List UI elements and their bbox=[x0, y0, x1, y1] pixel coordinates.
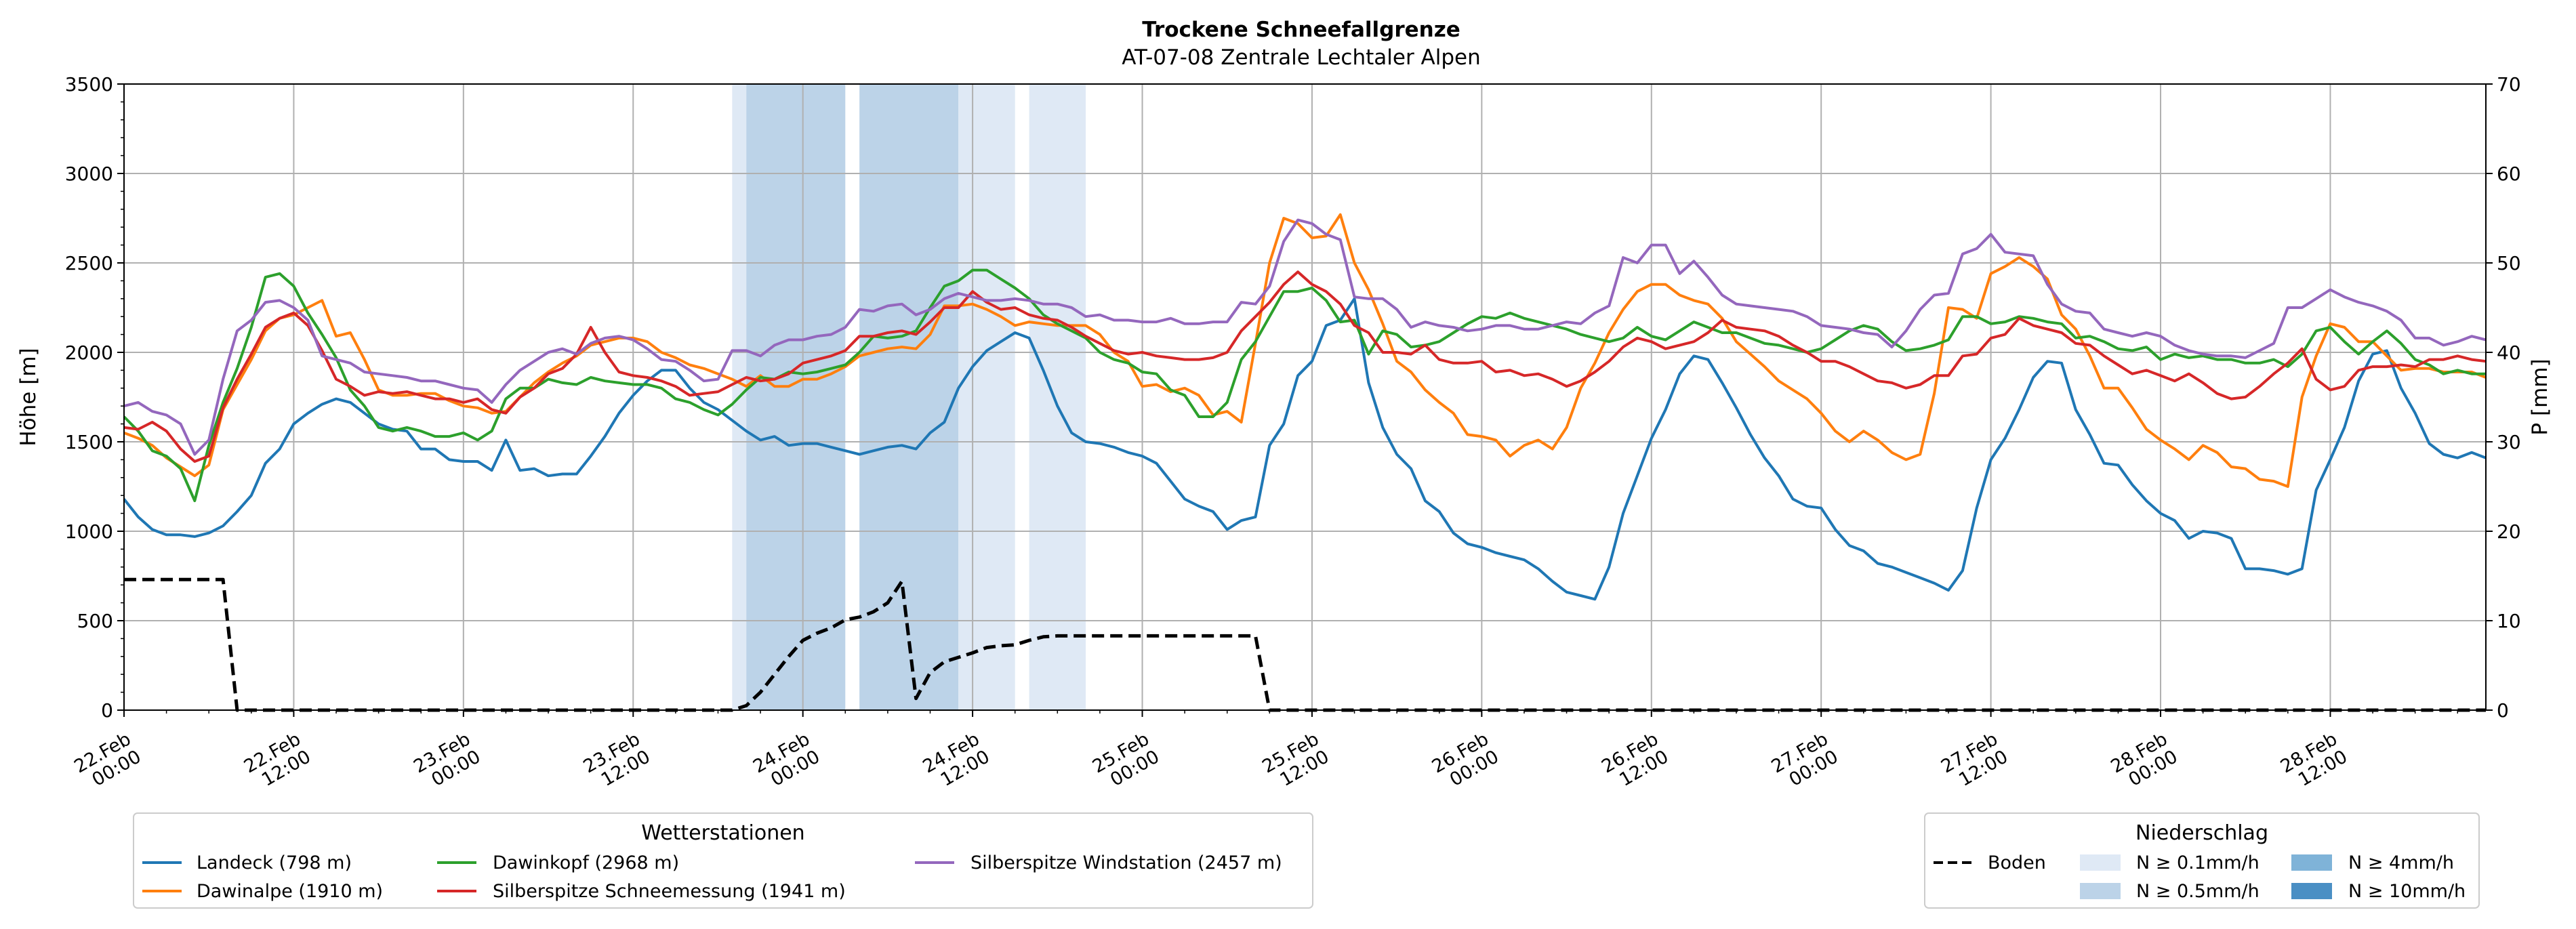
x-tick-label-5: 24.Feb12:00 bbox=[920, 728, 994, 795]
x-tick-label-9: 26.Feb12:00 bbox=[1598, 728, 1672, 795]
plot-frame bbox=[123, 83, 2487, 711]
y-tick-label-2: 1000 bbox=[65, 520, 113, 543]
chart-title: Trockene Schneefallgrenze bbox=[1142, 18, 1460, 42]
legend-label-dawinkopf: Dawinkopf (2968 m) bbox=[493, 852, 679, 873]
x-tick-label-1: 22.Feb12:00 bbox=[241, 728, 314, 795]
y2-tick-label-6: 60 bbox=[2497, 163, 2521, 185]
legend-label-n4: N ≥ 4mm/h bbox=[2348, 852, 2454, 873]
legend-label-silberspitze-wind: Silberspitze Windstation (2457 m) bbox=[970, 852, 1282, 873]
y-axis-label: Höhe [m] bbox=[16, 348, 41, 446]
legend-stations-title: Wetterstationen bbox=[641, 821, 804, 845]
legend-label-silberspitze-schnee: Silberspitze Schneemessung (1941 m) bbox=[493, 881, 846, 902]
series-line-boden bbox=[124, 577, 2486, 712]
y-tick-label-5: 2500 bbox=[65, 252, 113, 274]
legend-stations-frame bbox=[133, 812, 1313, 909]
y2-tick-label-4: 40 bbox=[2497, 342, 2521, 364]
precip-band-2 bbox=[859, 84, 959, 710]
legend-label-n10: N ≥ 10mm/h bbox=[2348, 881, 2466, 902]
x-tick-label-4: 24.Feb00:00 bbox=[750, 728, 823, 795]
x-tick-label-7: 25.Feb12:00 bbox=[1259, 728, 1332, 795]
series-line-silberspitze-schneemessung-1941-m bbox=[123, 270, 2487, 463]
legend-label-n05: N ≥ 0.5mm/h bbox=[2136, 881, 2260, 902]
legend-precip-title: Niederschlag bbox=[2135, 821, 2268, 845]
x-tick-label-6: 25.Feb00:00 bbox=[1089, 728, 1163, 795]
legend-swatch-n4 bbox=[2291, 854, 2332, 871]
x-tick-label-13: 28.Feb12:00 bbox=[2277, 728, 2351, 795]
y-tick-label-1: 500 bbox=[77, 610, 113, 632]
x-tick-label-8: 26.Feb00:00 bbox=[1429, 728, 1502, 795]
y2-axis-label: P [mm] bbox=[2528, 358, 2552, 435]
precip-band-3 bbox=[958, 84, 973, 710]
series-line-landeck-798-m bbox=[123, 297, 2487, 601]
y-axis-right: 0 10 20 30 40 50 60 70 bbox=[2486, 73, 2521, 722]
x-tick-label-11: 27.Feb12:00 bbox=[1938, 728, 2011, 795]
legend-label-n01: N ≥ 0.1mm/h bbox=[2136, 852, 2260, 873]
legend-stations: Wetterstationen Landeck (798 m) Dawinalp… bbox=[133, 812, 1313, 909]
precip-band-4 bbox=[973, 84, 1015, 710]
legend-swatch-n05 bbox=[2080, 883, 2121, 899]
precip-band-1 bbox=[746, 84, 846, 710]
y2-tick-label-7: 70 bbox=[2497, 73, 2521, 96]
precipitation-bands bbox=[732, 84, 1086, 710]
legend-label-dawinalpe: Dawinalpe (1910 m) bbox=[197, 881, 383, 902]
x-tick-label-3: 23.Feb12:00 bbox=[580, 728, 654, 795]
x-tick-label-10: 27.Feb00:00 bbox=[1768, 728, 1842, 795]
x-tick-label-2: 23.Feb00:00 bbox=[410, 728, 484, 795]
series-line-silberspitze-windstation-2457-m bbox=[123, 218, 2487, 456]
y-tick-label-0: 0 bbox=[101, 699, 113, 722]
legend-label-boden: Boden bbox=[1988, 852, 2046, 873]
legend-label-landeck: Landeck (798 m) bbox=[197, 852, 352, 873]
legend-swatch-n10 bbox=[2291, 883, 2332, 899]
y2-tick-label-1: 10 bbox=[2497, 610, 2521, 632]
precip-band-5 bbox=[1029, 84, 1086, 710]
y-tick-label-4: 2000 bbox=[65, 342, 113, 364]
legend-precip: Niederschlag Boden N ≥ 0.1mm/h N ≥ 0.5mm… bbox=[1924, 812, 2480, 909]
y2-tick-label-0: 0 bbox=[2497, 699, 2509, 722]
y-tick-label-6: 3000 bbox=[65, 163, 113, 185]
grid-lines bbox=[123, 83, 2486, 711]
y-tick-label-3: 1500 bbox=[65, 431, 113, 453]
x-tick-label-12: 28.Feb00:00 bbox=[2107, 728, 2181, 795]
y2-tick-label-2: 20 bbox=[2497, 520, 2521, 543]
legend-precip-frame bbox=[1924, 812, 2480, 909]
legend-swatch-n01 bbox=[2080, 854, 2121, 871]
x-axis: 22.Feb00:00 22.Feb12:00 23.Feb00:00 23.Feb1… bbox=[70, 710, 2459, 795]
series-line-dawinkopf-2968-m bbox=[123, 268, 2486, 503]
y2-tick-label-5: 50 bbox=[2497, 252, 2521, 274]
data-series bbox=[123, 213, 2487, 712]
y-axis-left: 0 500 1000 1500 2000 2500 3000 3500 bbox=[65, 73, 124, 722]
x-tick-label-0: 22.Feb00:00 bbox=[70, 728, 144, 795]
y-tick-label-7: 3500 bbox=[65, 73, 113, 96]
y2-tick-label-3: 30 bbox=[2497, 431, 2521, 453]
chart-subtitle: AT-07-08 Zentrale Lechtaler Alpen bbox=[1122, 45, 1481, 70]
